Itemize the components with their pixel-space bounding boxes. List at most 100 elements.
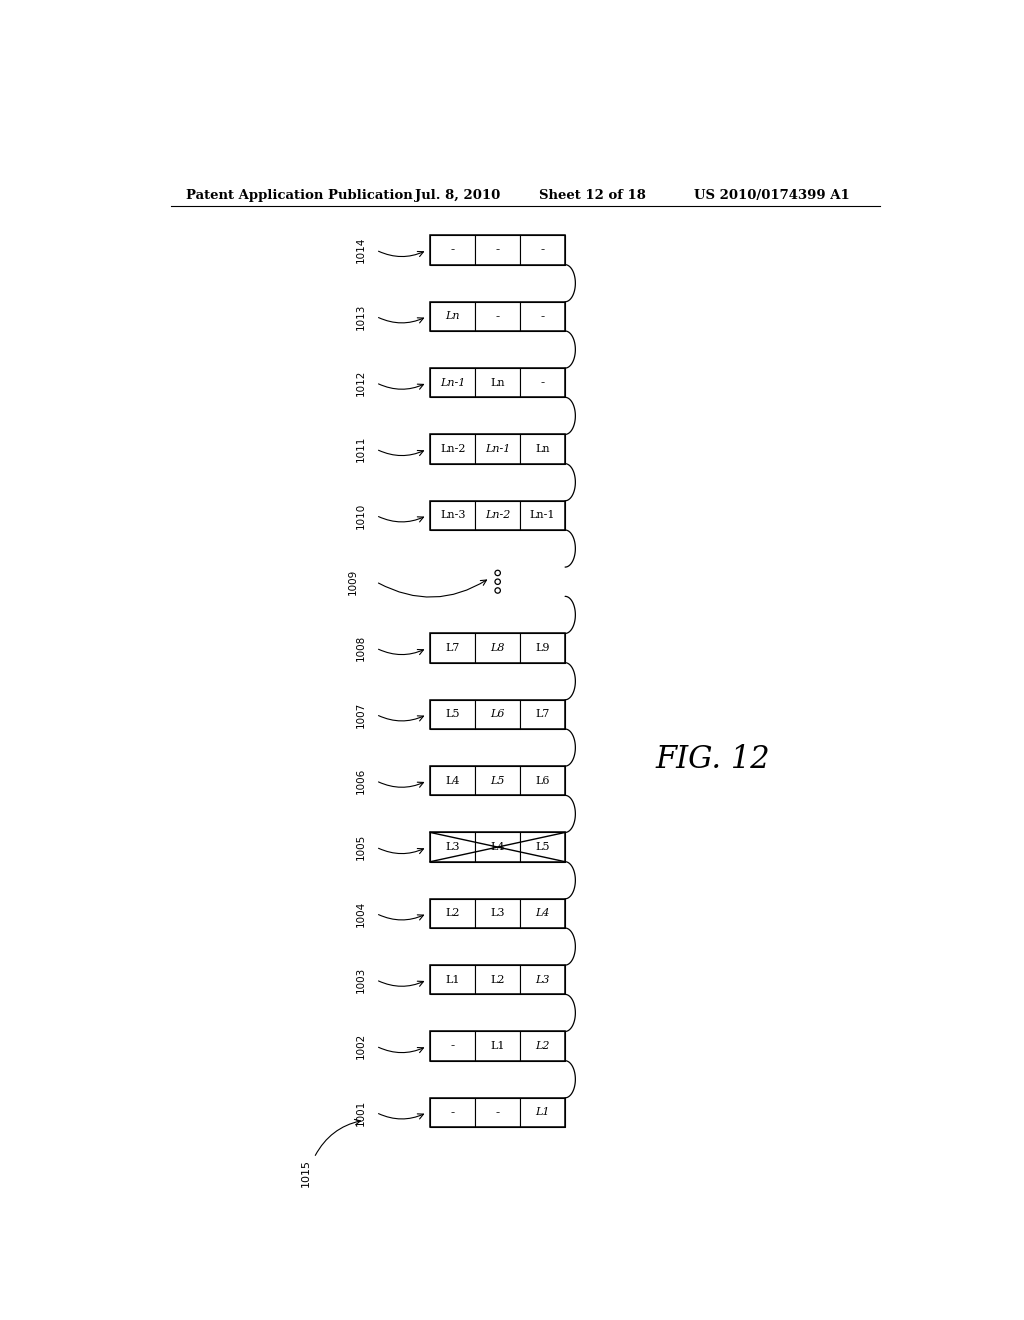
Text: 1006: 1006 <box>355 768 366 793</box>
Bar <box>475 766 520 796</box>
Text: L2: L2 <box>536 1041 550 1051</box>
Text: Ln-2: Ln-2 <box>440 444 466 454</box>
Text: -: - <box>541 310 545 323</box>
Text: 1007: 1007 <box>355 701 366 727</box>
Text: -: - <box>496 310 500 323</box>
Bar <box>520 1031 565 1061</box>
Bar <box>430 766 475 796</box>
Text: 1015: 1015 <box>301 1159 311 1187</box>
Text: L3: L3 <box>490 908 505 919</box>
Text: -: - <box>451 1040 455 1052</box>
Text: L1: L1 <box>536 1107 550 1118</box>
Text: Ln-2: Ln-2 <box>485 511 510 520</box>
Text: -: - <box>451 243 455 256</box>
Text: L7: L7 <box>445 643 460 653</box>
Text: 1014: 1014 <box>355 236 366 263</box>
Text: L1: L1 <box>445 974 460 985</box>
Bar <box>475 368 520 397</box>
Bar <box>475 500 520 531</box>
Text: 1004: 1004 <box>355 900 366 927</box>
Bar <box>520 368 565 397</box>
Text: L4: L4 <box>490 842 505 853</box>
Text: L5: L5 <box>445 709 460 719</box>
Bar <box>520 500 565 531</box>
Bar <box>430 235 475 264</box>
Text: -: - <box>541 376 545 389</box>
Bar <box>430 965 565 994</box>
Bar <box>475 899 520 928</box>
Bar <box>430 899 475 928</box>
Text: L7: L7 <box>536 709 550 719</box>
Text: 1003: 1003 <box>355 966 366 993</box>
Bar <box>430 1031 475 1061</box>
Bar <box>520 235 565 264</box>
Bar <box>475 302 520 331</box>
Text: -: - <box>496 1106 500 1119</box>
Bar <box>430 1031 565 1061</box>
Text: L4: L4 <box>445 776 460 785</box>
Text: L1: L1 <box>490 1041 505 1051</box>
Text: 1010: 1010 <box>355 502 366 528</box>
Bar <box>520 634 565 663</box>
Text: L5: L5 <box>490 776 505 785</box>
Text: L3: L3 <box>445 842 460 853</box>
Bar <box>430 833 565 862</box>
Bar <box>430 634 565 663</box>
Bar <box>430 500 565 531</box>
Text: L6: L6 <box>490 709 505 719</box>
Bar <box>475 434 520 463</box>
Text: Ln: Ln <box>536 444 550 454</box>
Bar <box>430 368 475 397</box>
Text: Ln: Ln <box>445 312 460 321</box>
Text: 1009: 1009 <box>348 569 357 595</box>
Bar <box>520 899 565 928</box>
Text: Ln-1: Ln-1 <box>529 511 555 520</box>
Bar <box>430 434 565 463</box>
Bar <box>430 500 475 531</box>
Bar <box>430 1098 565 1127</box>
Bar <box>430 434 475 463</box>
Text: L2: L2 <box>490 974 505 985</box>
Text: -: - <box>541 243 545 256</box>
Text: Jul. 8, 2010: Jul. 8, 2010 <box>415 189 500 202</box>
Bar <box>430 302 475 331</box>
Bar <box>430 700 475 729</box>
Bar <box>520 965 565 994</box>
Bar <box>430 766 565 796</box>
Bar <box>475 700 520 729</box>
Text: Ln-3: Ln-3 <box>440 511 466 520</box>
Bar <box>430 302 565 331</box>
Bar <box>475 833 520 862</box>
Bar <box>475 235 520 264</box>
Text: L2: L2 <box>445 908 460 919</box>
Text: -: - <box>496 243 500 256</box>
Text: FIG. 12: FIG. 12 <box>655 743 770 775</box>
Bar <box>430 368 565 397</box>
Bar <box>430 899 565 928</box>
Text: 1008: 1008 <box>355 635 366 661</box>
Text: 1012: 1012 <box>355 370 366 396</box>
Bar <box>475 634 520 663</box>
Bar <box>430 634 475 663</box>
Text: 1013: 1013 <box>355 304 366 330</box>
Bar <box>520 434 565 463</box>
Bar <box>475 965 520 994</box>
Text: L9: L9 <box>536 643 550 653</box>
Text: US 2010/0174399 A1: US 2010/0174399 A1 <box>693 189 850 202</box>
Bar <box>520 302 565 331</box>
Bar <box>520 766 565 796</box>
Text: Patent Application Publication: Patent Application Publication <box>186 189 413 202</box>
Text: 1001: 1001 <box>355 1100 366 1126</box>
Text: Ln-1: Ln-1 <box>485 444 510 454</box>
Text: 1002: 1002 <box>355 1034 366 1059</box>
Bar <box>430 235 565 264</box>
Bar <box>520 1098 565 1127</box>
Bar <box>520 700 565 729</box>
Text: Ln: Ln <box>490 378 505 388</box>
Text: 1005: 1005 <box>355 834 366 861</box>
Text: L6: L6 <box>536 776 550 785</box>
Text: 1011: 1011 <box>355 436 366 462</box>
Text: L3: L3 <box>536 974 550 985</box>
Text: L5: L5 <box>536 842 550 853</box>
Text: -: - <box>451 1106 455 1119</box>
